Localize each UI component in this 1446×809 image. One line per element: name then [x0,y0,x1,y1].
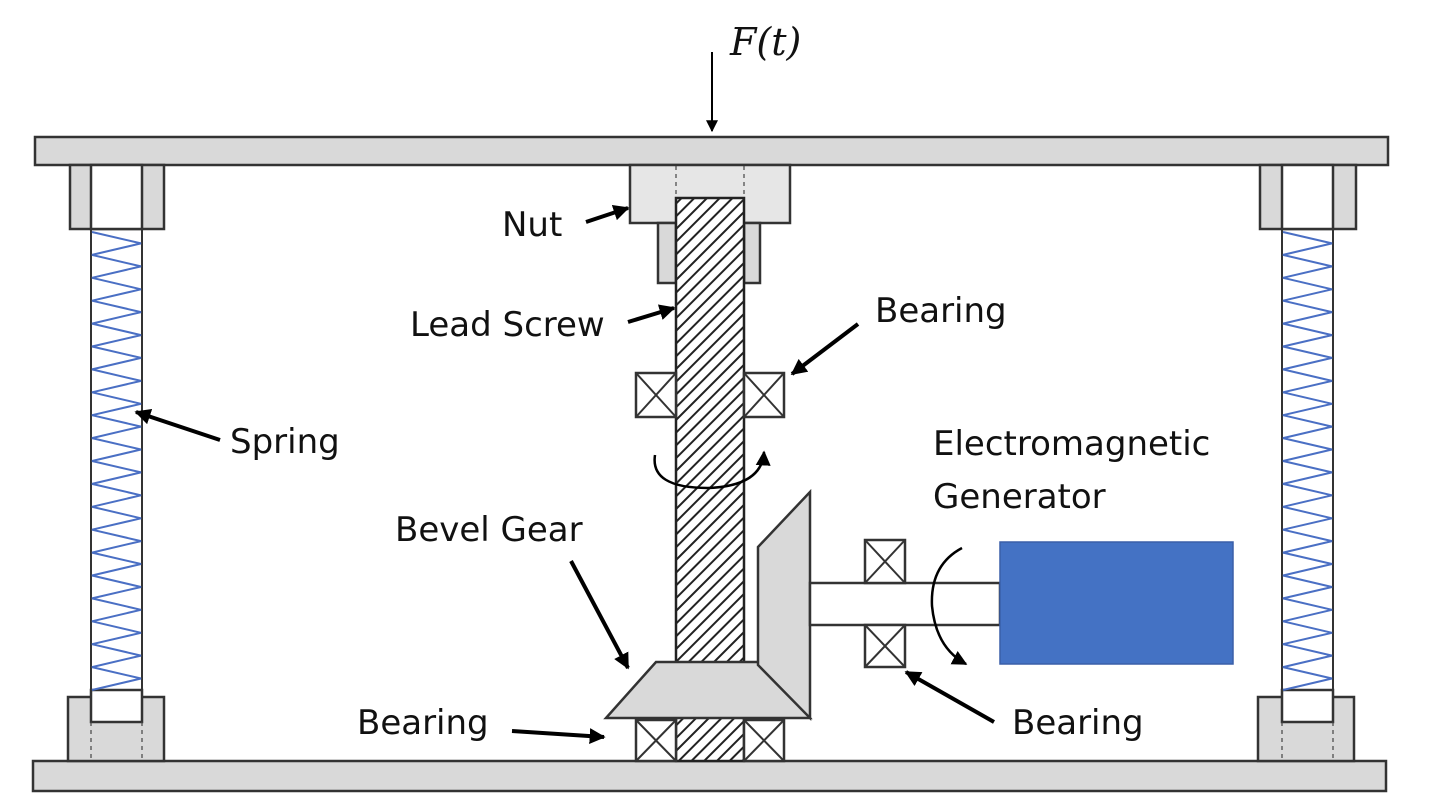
force-label: F(t) [729,20,801,64]
label-nut: Nut [502,205,562,245]
right-lower-guide [1256,695,1356,763]
label-bearing-bottom-left: Bearing [357,703,489,743]
left-upper-rod [89,163,144,231]
label-bevel-gear: Bevel Gear [395,510,583,550]
pointer-bevel-gear [569,560,630,670]
bottom-plate [31,759,1388,793]
generator-shaft [808,581,1002,627]
label-lead-screw: Lead Screw [410,305,605,345]
top-plate [33,135,1390,167]
right-spring-assembly [1256,163,1358,763]
pointer-lead-screw [627,304,676,324]
label-bearing-bottom-right: Bearing [1012,703,1144,743]
label-generator-line1: Electromagnetic [933,424,1210,464]
right-spring [1282,231,1333,691]
left-spring [91,231,142,691]
shaft-bearings [863,538,907,669]
screw-rotation-arrow [653,450,771,490]
electromagnetic-generator [999,541,1234,665]
right-upper-rod [1280,163,1335,231]
screw-bearing-bottom [634,718,786,763]
screw-bearing-top [634,371,786,419]
right-lower-rod [1280,688,1335,724]
shaft-rotation-arrow [930,546,968,666]
label-spring: Spring [230,422,340,462]
pointer-bearing-bottom-left [511,728,606,745]
left-lower-rod [89,688,144,724]
pointer-bearing-top [790,322,860,376]
pointer-bearing-bottom-right [904,670,995,724]
left-spring-assembly [66,163,166,763]
pointer-nut [585,204,630,224]
label-generator-line2: Generator [933,477,1106,517]
bevel-gear-vertical [756,488,812,722]
pointer-spring [134,408,221,442]
label-bearing-top: Bearing [875,291,1007,331]
